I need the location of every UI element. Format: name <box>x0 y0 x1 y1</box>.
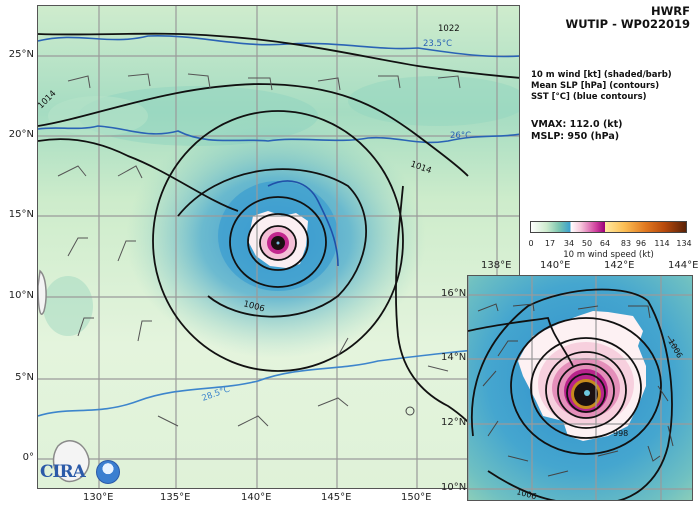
y-tick: 10°N <box>8 290 34 301</box>
cira-logo: CIRA <box>40 462 86 482</box>
legend-wind: 10 m wind [kt] (shaded/barb) <box>531 70 672 80</box>
inset-x-tick: 140°E <box>540 260 571 271</box>
model-header: HWRF WUTIP - WP022019 <box>566 5 690 31</box>
noaa-logo-icon <box>96 460 120 484</box>
legend-sst: SST [°C] (blue contours) <box>531 92 647 102</box>
colorbar-tick: 34 <box>563 239 575 248</box>
x-tick: 145°E <box>321 492 352 503</box>
colorbar-tick: 83 <box>620 239 632 248</box>
x-tick: 135°E <box>160 492 191 503</box>
map-gridlines <box>38 6 519 488</box>
inset-y-tick: 10°N <box>441 482 467 493</box>
main-map: 1022 23.5°C 26°C 1014 1014 1006 28.5°C <box>37 5 520 489</box>
y-tick: 5°N <box>15 372 34 383</box>
y-tick: 0° <box>22 452 34 463</box>
wind-speed-colorbar <box>530 221 687 233</box>
colorbar-tick: 64 <box>599 239 611 248</box>
colorbar-tick: 96 <box>635 239 647 248</box>
y-tick: 25°N <box>8 49 34 60</box>
inset-wind-barbs <box>477 303 679 477</box>
colorbar-tick: 114 <box>654 239 670 248</box>
main-map-graphics: 1022 23.5°C 26°C 1014 1014 1006 28.5°C <box>38 6 519 488</box>
inset-slp-contours <box>468 288 673 500</box>
x-tick: 140°E <box>241 492 272 503</box>
colorbar-tick: 134 <box>676 239 692 248</box>
inset-x-tick: 142°E <box>604 260 635 271</box>
inset-x-tick: 138°E <box>481 260 512 271</box>
model-name: HWRF <box>650 4 690 18</box>
slp-label: 1022 <box>438 24 460 34</box>
inset-x-tick: 144°E <box>668 260 699 271</box>
y-tick: 20°N <box>8 129 34 140</box>
inset-map-graphics: 998 1006 1006 <box>468 276 692 501</box>
y-tick: 15°N <box>8 209 34 220</box>
colorbar-tick: 0 <box>528 239 534 248</box>
mslp-value: MSLP: 950 (hPa) <box>531 131 620 142</box>
colorbar-label: 10 m wind speed (kt) <box>563 250 654 260</box>
sst-label: 23.5°C <box>423 39 452 49</box>
vmax-value: VMAX: 112.0 (kt) <box>531 119 623 130</box>
colorbar-tick: 50 <box>581 239 593 248</box>
inset-map-zoomed-storm: 998 1006 1006 <box>467 275 693 501</box>
inset-y-tick: 12°N <box>441 417 467 428</box>
inset-y-tick: 16°N <box>441 288 467 299</box>
legend-slp: Mean SLP [hPa] (contours) <box>531 81 660 91</box>
x-tick: 130°E <box>83 492 114 503</box>
field-legend: 10 m wind [kt] (shaded/barb) Mean SLP [h… <box>531 70 672 103</box>
storm-name: WUTIP - WP022019 <box>565 17 690 31</box>
slp-contours <box>38 32 519 476</box>
inset-slp-label: 1006 <box>515 487 537 501</box>
inset-slp-label: 998 <box>613 429 628 438</box>
wind-barbs <box>57 73 461 427</box>
colorbar-tick: 17 <box>544 239 556 248</box>
inset-y-tick: 14°N <box>441 352 467 363</box>
x-tick: 150°E <box>401 492 432 503</box>
storm-stats: VMAX: 112.0 (kt) MSLP: 950 (hPa) <box>531 119 623 143</box>
sst-label: 26°C <box>450 131 471 141</box>
